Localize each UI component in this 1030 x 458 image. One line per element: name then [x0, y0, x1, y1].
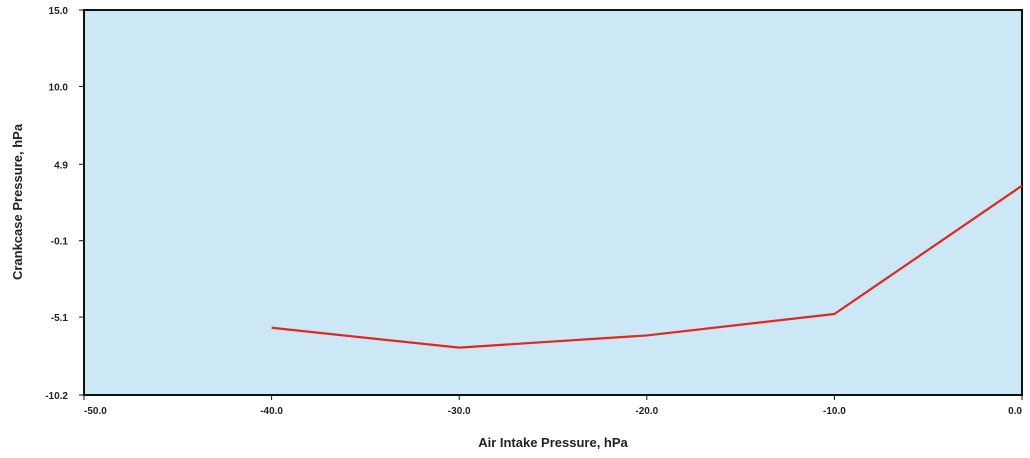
x-tick-label: -20.0: [635, 406, 658, 417]
y-tick-label: -10.2: [45, 391, 68, 402]
x-axis-title: Air Intake Pressure, hPa: [478, 435, 628, 450]
y-axis-title: Crankcase Pressure, hPa: [10, 123, 25, 280]
ticks-layer: -50.0 -40.0 -30.0 -20.0 -10.0 0.0 15.0 10.0 4.9 -…: [45, 6, 1023, 417]
y-tick-label: 10.0: [49, 82, 69, 93]
x-tick-label: -30.0: [448, 406, 471, 417]
x-tick-label: -40.0: [260, 406, 283, 417]
y-tick-label: -0.1: [51, 237, 69, 248]
x-tick-label: 0.0: [1008, 406, 1022, 417]
y-tick-label: -5.1: [51, 313, 69, 324]
x-tick-label: -10.0: [823, 406, 846, 417]
series-layer: [271, 184, 1023, 349]
series-line: [271, 184, 1023, 349]
plot-area: [83, 9, 1023, 396]
y-tick-label: 4.9: [54, 160, 68, 171]
y-tick-label: 15.0: [49, 6, 69, 17]
x-tick-label: -50.0: [84, 406, 107, 417]
